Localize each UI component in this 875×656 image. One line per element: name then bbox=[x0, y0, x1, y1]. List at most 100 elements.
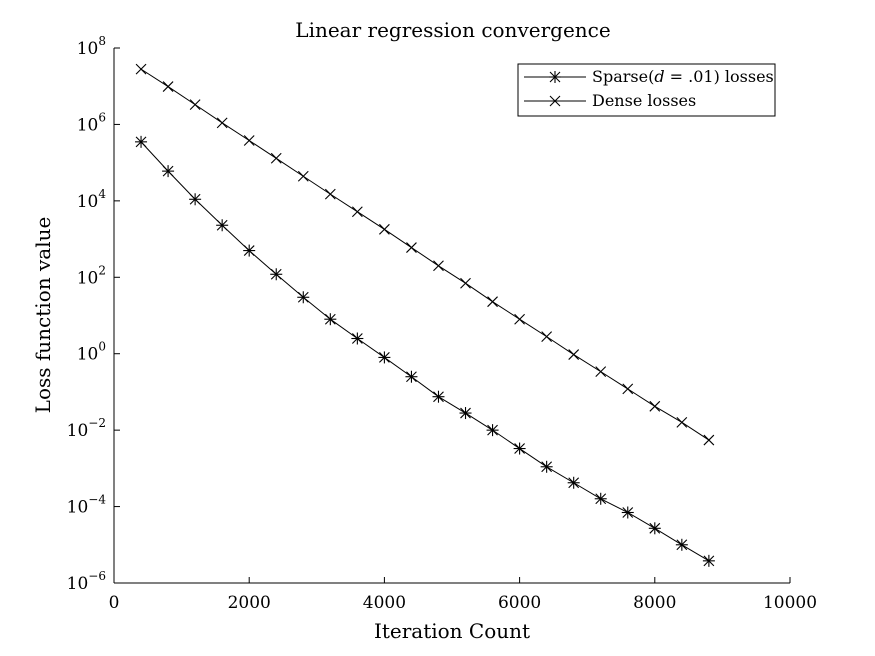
series-line bbox=[140, 141, 710, 562]
asterisk-marker bbox=[216, 219, 229, 232]
asterisk-marker bbox=[378, 351, 391, 364]
marker-stroke bbox=[676, 416, 688, 428]
asterisk-marker bbox=[675, 538, 688, 551]
asterisk-marker bbox=[162, 165, 175, 178]
asterisk-marker bbox=[567, 476, 580, 489]
marker-stroke bbox=[541, 331, 553, 343]
y-tick-label: 106 bbox=[77, 110, 106, 135]
x-tick-label: 4000 bbox=[363, 593, 406, 613]
x-marker bbox=[703, 434, 715, 446]
marker-stroke bbox=[595, 366, 607, 378]
series-1 bbox=[135, 135, 715, 567]
legend: Sparse(d = .01) losses Dense losses bbox=[517, 63, 776, 117]
marker-stroke bbox=[162, 81, 174, 92]
marker-stroke bbox=[460, 277, 471, 289]
y-tick-label: 108 bbox=[77, 34, 106, 59]
asterisk-marker bbox=[405, 370, 418, 383]
x-marker bbox=[351, 206, 363, 218]
x-marker bbox=[216, 117, 228, 129]
asterisk-marker bbox=[351, 332, 364, 345]
y-tick-label: 102 bbox=[77, 263, 106, 288]
legend-label: Sparse(d = .01) losses bbox=[592, 67, 774, 86]
marker-stroke bbox=[568, 349, 580, 360]
x-axis-title: Iteration Count bbox=[374, 619, 530, 643]
asterisk-marker bbox=[594, 492, 607, 505]
x-marker bbox=[324, 188, 336, 200]
marker-stroke bbox=[514, 313, 525, 325]
x-marker bbox=[622, 383, 634, 395]
x-marker bbox=[379, 223, 390, 235]
asterisk-marker bbox=[324, 313, 337, 326]
asterisk-marker bbox=[540, 460, 553, 473]
x-marker bbox=[514, 313, 525, 325]
x-marker bbox=[549, 95, 561, 107]
x-tick-label: 8000 bbox=[633, 593, 676, 613]
x-marker bbox=[460, 277, 471, 289]
legend-label: Dense losses bbox=[592, 91, 696, 110]
x-marker bbox=[406, 242, 417, 253]
y-tick-label: 104 bbox=[77, 187, 107, 212]
marker-stroke bbox=[324, 188, 336, 200]
x-marker bbox=[162, 81, 174, 92]
x-marker bbox=[189, 99, 201, 111]
asterisk-marker bbox=[621, 506, 634, 519]
x-marker bbox=[270, 152, 282, 164]
x-tick-label: 2000 bbox=[228, 593, 271, 613]
y-tick-label: 10−4 bbox=[67, 493, 107, 518]
x-marker bbox=[676, 416, 688, 428]
x-marker bbox=[541, 331, 553, 343]
marker-stroke bbox=[216, 117, 228, 129]
marker-stroke bbox=[379, 223, 390, 235]
asterisk-marker bbox=[297, 291, 310, 304]
asterisk-marker bbox=[702, 554, 715, 567]
asterisk-marker bbox=[513, 442, 526, 455]
marker-stroke bbox=[487, 296, 498, 308]
marker-stroke bbox=[270, 152, 282, 164]
legend-box bbox=[517, 63, 776, 117]
series-line bbox=[140, 68, 710, 441]
marker-stroke bbox=[135, 63, 147, 75]
asterisk-marker bbox=[486, 424, 499, 437]
chart-title: Linear regression convergence bbox=[295, 18, 610, 42]
marker-stroke bbox=[297, 170, 309, 182]
marker-stroke bbox=[189, 99, 201, 111]
asterisk-marker bbox=[549, 71, 561, 83]
marker-stroke bbox=[703, 434, 715, 446]
asterisk-marker bbox=[432, 390, 445, 403]
marker-stroke bbox=[243, 135, 255, 146]
asterisk-marker bbox=[648, 522, 661, 535]
x-marker bbox=[135, 63, 147, 75]
marker-stroke bbox=[649, 400, 661, 412]
x-marker bbox=[243, 135, 255, 146]
x-tick-label: 0 bbox=[109, 593, 120, 613]
y-ticks: 10−6 10−4 10−2 100 102 104 106 108 bbox=[67, 34, 120, 594]
marker-stroke bbox=[433, 260, 444, 272]
y-tick-label: 10−2 bbox=[67, 416, 106, 441]
y-axis-title: Loss function value bbox=[31, 217, 55, 414]
asterisk-marker bbox=[135, 135, 148, 148]
y-tick-label: 100 bbox=[77, 340, 106, 365]
x-marker bbox=[649, 400, 661, 412]
x-marker bbox=[568, 349, 580, 360]
x-ticks: 0 2000 4000 6000 8000 10000 bbox=[109, 577, 817, 613]
marker-stroke bbox=[351, 206, 363, 218]
asterisk-marker bbox=[189, 193, 202, 206]
y-tick-label: 10−6 bbox=[67, 569, 106, 594]
marker-stroke bbox=[549, 95, 561, 107]
series-2 bbox=[135, 63, 715, 446]
x-marker bbox=[297, 170, 309, 182]
series-layer bbox=[135, 63, 715, 567]
marker-stroke bbox=[622, 383, 634, 395]
x-marker bbox=[487, 296, 498, 308]
asterisk-marker bbox=[270, 268, 283, 281]
legend-entry: Dense losses bbox=[524, 91, 696, 110]
x-tick-label: 10000 bbox=[763, 593, 817, 613]
x-marker bbox=[433, 260, 444, 272]
x-marker bbox=[595, 366, 607, 378]
asterisk-marker bbox=[459, 407, 472, 420]
legend-entry: Sparse(d = .01) losses bbox=[524, 67, 774, 86]
x-tick-label: 6000 bbox=[498, 593, 541, 613]
asterisk-marker bbox=[243, 244, 256, 257]
